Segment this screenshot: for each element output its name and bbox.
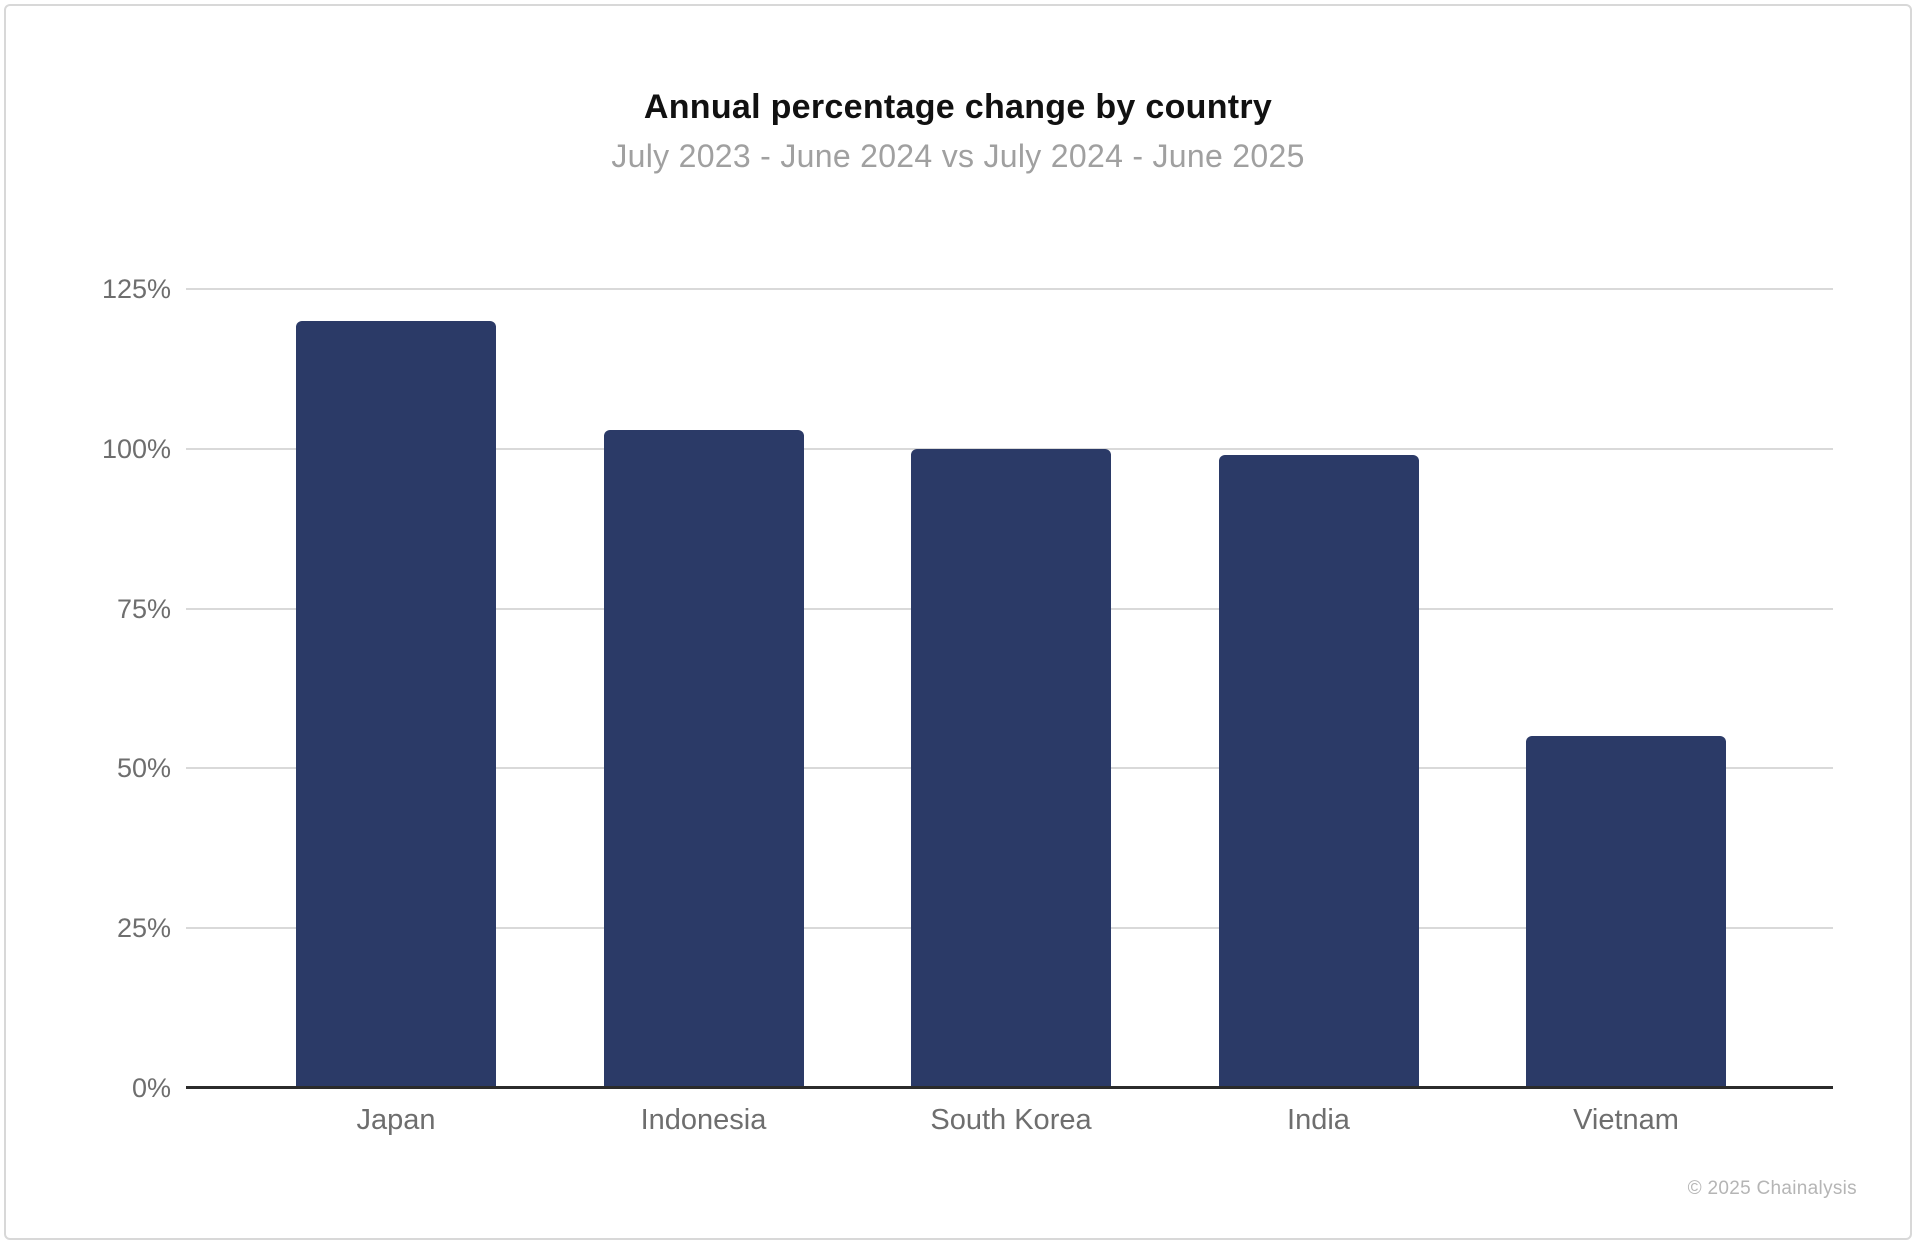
y-axis-tick-label: 125%	[101, 274, 171, 304]
y-axis-tick-label: 0%	[131, 1073, 171, 1103]
chart-subtitle: July 2023 - June 2024 vs July 2024 - Jun…	[611, 138, 1305, 174]
bar-indonesia	[603, 429, 804, 1088]
copyright-text: © 2025 Chainalysis	[1687, 1178, 1857, 1199]
chart-title: Annual percentage change by country	[643, 88, 1273, 126]
y-axis-tick-label: 50%	[116, 753, 171, 784]
plot-area: 0% 25% 50% 75% 100% 125% Japan Indonesia South K…	[102, 274, 1833, 1136]
bar-vietnam	[1526, 736, 1726, 1088]
chart-frame: Annual percentage change by country July…	[4, 4, 1912, 1240]
x-axis-label-india: India	[1287, 1104, 1350, 1136]
bar-japan	[296, 320, 496, 1088]
y-axis-tick-label: 100%	[101, 433, 171, 464]
y-axis-tick-label: 75%	[116, 593, 171, 624]
x-axis-label-south-korea: South Korea	[930, 1104, 1092, 1136]
x-axis-label-vietnam: Vietnam	[1573, 1104, 1679, 1136]
gridline-125	[186, 288, 1833, 290]
x-axis-label-japan: Japan	[356, 1104, 436, 1136]
bar-india	[1218, 455, 1419, 1088]
bar-south-korea	[911, 448, 1111, 1088]
x-axis-label-indonesia: Indonesia	[640, 1104, 767, 1136]
y-axis-tick-label: 25%	[116, 913, 171, 944]
x-axis-baseline	[186, 1086, 1833, 1089]
